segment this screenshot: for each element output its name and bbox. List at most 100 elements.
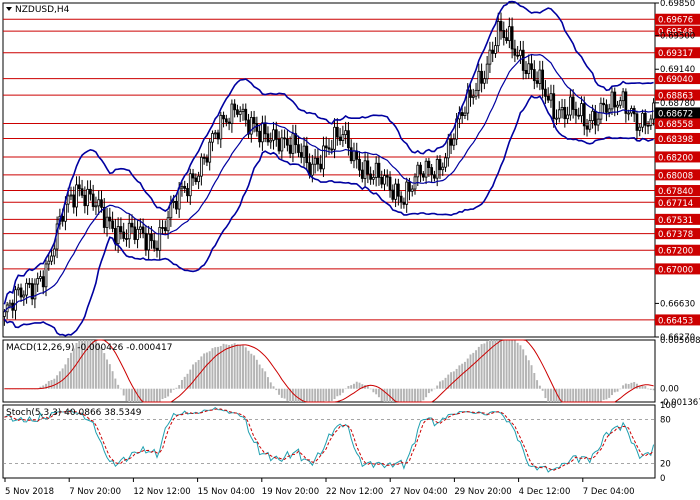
macd-bar bbox=[450, 372, 453, 389]
candle-body bbox=[91, 193, 95, 207]
candle-body bbox=[530, 63, 533, 70]
macd-bar bbox=[272, 386, 275, 389]
macd-bar bbox=[497, 340, 500, 389]
macd-bar bbox=[444, 377, 447, 389]
candle-body bbox=[247, 119, 250, 135]
candle-body bbox=[77, 184, 81, 190]
candle-body bbox=[30, 283, 34, 300]
chart-title: NZDUSD,H4 bbox=[15, 5, 70, 15]
macd-bar bbox=[330, 388, 333, 401]
candle-body bbox=[349, 147, 353, 162]
level-label: 0.68008 bbox=[658, 171, 693, 181]
macd-bar bbox=[644, 386, 647, 389]
macd-bar bbox=[92, 340, 95, 389]
candle-body bbox=[405, 181, 409, 205]
candle-body bbox=[25, 282, 28, 296]
candle-body bbox=[521, 49, 525, 71]
chevron-down-icon[interactable] bbox=[6, 7, 12, 11]
candle-body bbox=[272, 129, 275, 141]
macd-bar bbox=[233, 343, 236, 389]
macd-bar bbox=[128, 388, 131, 402]
macd-bar bbox=[611, 388, 613, 396]
candle-body bbox=[505, 37, 508, 41]
candle-body bbox=[402, 201, 406, 205]
macd-bar bbox=[402, 388, 405, 402]
macd-bar bbox=[486, 341, 489, 389]
macd-bar bbox=[405, 388, 408, 402]
level-label: 0.67531 bbox=[658, 216, 693, 226]
candle-body bbox=[602, 102, 606, 106]
macd-bar bbox=[264, 371, 267, 389]
candle-body bbox=[39, 276, 42, 279]
candle-body bbox=[297, 144, 300, 153]
level-tag bbox=[655, 118, 700, 130]
candle-body bbox=[41, 276, 45, 288]
macd-bar bbox=[100, 347, 103, 389]
candle-body bbox=[274, 129, 278, 140]
candle-body bbox=[97, 199, 101, 207]
candle-body bbox=[147, 233, 151, 251]
candle-body bbox=[286, 138, 289, 146]
candle-body bbox=[502, 30, 506, 39]
candle-body bbox=[563, 107, 567, 120]
candle-body bbox=[269, 139, 273, 143]
candle-body bbox=[463, 112, 467, 116]
candle-body bbox=[111, 220, 114, 229]
macd-bar bbox=[139, 388, 142, 402]
macd-bar bbox=[167, 388, 170, 397]
macd-bar bbox=[599, 388, 602, 402]
candle-body bbox=[244, 108, 248, 121]
candle-body bbox=[482, 78, 486, 84]
stoch-scale-label: 20 bbox=[660, 459, 671, 469]
candle-body bbox=[230, 103, 234, 124]
macd-bar bbox=[638, 385, 641, 389]
macd-bar bbox=[311, 388, 314, 402]
macd-bar bbox=[266, 377, 269, 389]
macd-bar bbox=[58, 371, 61, 389]
macd-bar bbox=[341, 388, 344, 393]
candle-body bbox=[460, 112, 464, 116]
macd-bar bbox=[427, 388, 430, 394]
level-label: 0.68398 bbox=[658, 135, 693, 145]
macd-bar bbox=[652, 388, 655, 391]
macd-bar bbox=[566, 388, 569, 402]
macd-bar bbox=[169, 388, 172, 393]
candle-body bbox=[89, 188, 92, 195]
macd-bar bbox=[463, 361, 466, 389]
macd-bar bbox=[414, 388, 416, 402]
candle-body bbox=[441, 166, 445, 171]
macd-bar bbox=[225, 344, 228, 389]
macd-bar bbox=[369, 388, 372, 390]
macd-bar bbox=[244, 347, 247, 389]
macd-bar bbox=[527, 360, 530, 389]
candle-body bbox=[544, 88, 547, 97]
macd-bar bbox=[416, 388, 419, 402]
macd-bar bbox=[147, 388, 150, 402]
macd-bar bbox=[56, 375, 59, 389]
candle-body bbox=[607, 108, 611, 113]
macd-bar bbox=[133, 388, 136, 402]
candle-body bbox=[249, 117, 253, 135]
macd-bar bbox=[500, 340, 502, 389]
candle-body bbox=[330, 148, 334, 151]
macd-bar bbox=[525, 355, 527, 389]
macd-bar bbox=[538, 385, 541, 389]
macd-bar bbox=[377, 388, 380, 398]
candle-body bbox=[238, 111, 242, 115]
macd-bar bbox=[150, 388, 153, 402]
level-label: 0.68558 bbox=[658, 120, 693, 130]
candle-body bbox=[372, 177, 375, 180]
candle-body bbox=[291, 133, 295, 154]
candle-body bbox=[496, 20, 500, 47]
macd-bar bbox=[583, 388, 586, 402]
macd-bar bbox=[86, 340, 89, 389]
level-tag bbox=[655, 132, 700, 144]
macd-bar bbox=[411, 388, 414, 402]
candle-body bbox=[75, 184, 78, 208]
macd-bar bbox=[300, 388, 303, 402]
macd-bar bbox=[278, 388, 281, 395]
macd-bar bbox=[461, 363, 464, 389]
candle-body bbox=[485, 63, 489, 80]
candle-body bbox=[211, 133, 214, 143]
candle-body bbox=[241, 108, 245, 112]
